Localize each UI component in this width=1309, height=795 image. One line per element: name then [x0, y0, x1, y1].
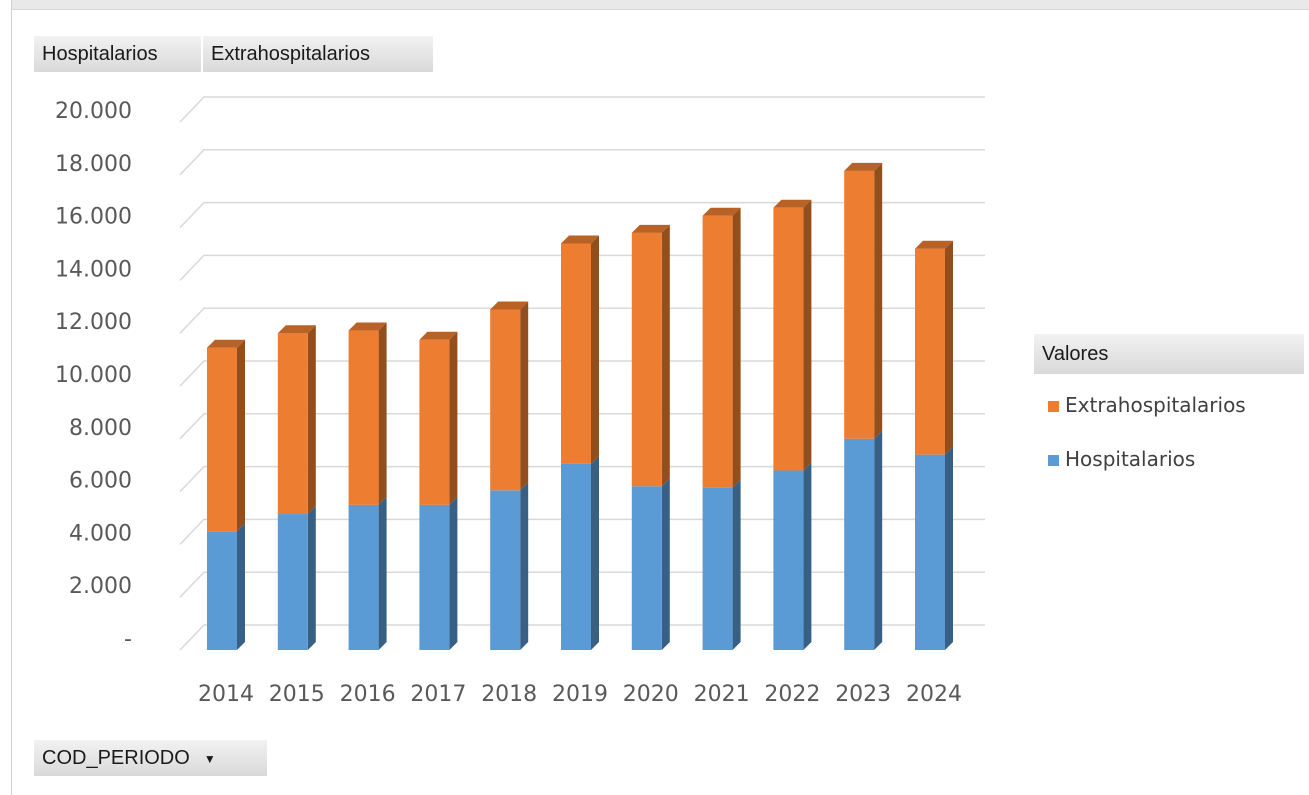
legend-swatch-hospitalarios	[1048, 455, 1059, 466]
legend-label-hospitalarios: Hospitalarios	[1065, 447, 1196, 471]
bar-side-hospitalarios	[449, 496, 458, 650]
bar-extrahospitalarios	[207, 347, 237, 532]
bar-hospitalarios	[915, 454, 945, 650]
bar-hospitalarios	[490, 490, 521, 650]
bar-side-hospitalarios	[803, 462, 812, 650]
legend-label-extrahospitalarios: Extrahospitalarios	[1065, 393, 1246, 417]
x-tick-label: 2024	[906, 682, 962, 707]
bar-extrahospitalarios	[419, 339, 450, 505]
bar-top-extrahospitalarios	[561, 235, 599, 244]
gridline	[179, 149, 985, 176]
x-tick-label: 2023	[835, 682, 891, 707]
x-tick-label: 2018	[481, 682, 537, 707]
field-button-cod-periodo[interactable]: COD_PERIODO ▼	[34, 740, 267, 776]
bar-side-extrahospitalarios	[378, 322, 387, 505]
x-tick-label: 2021	[694, 682, 750, 707]
bar-side-extrahospitalarios	[237, 339, 245, 532]
bar-side-extrahospitalarios	[803, 199, 812, 471]
window-top-border	[0, 0, 1309, 10]
bar-side-hospitalarios	[591, 455, 599, 650]
bar-side-extrahospitalarios	[449, 331, 458, 505]
legend-item-extrahospitalarios: Extrahospitalarios	[1048, 392, 1246, 418]
bar-top-extrahospitalarios	[277, 325, 316, 334]
x-tick-label: 2015	[269, 682, 325, 707]
bar-top-extrahospitalarios	[348, 322, 387, 331]
bar-side-extrahospitalarios	[945, 240, 953, 455]
y-tick-label: 8.000	[69, 416, 132, 441]
bar-side-hospitalarios	[378, 496, 387, 650]
gridline	[179, 96, 985, 123]
chevron-down-icon[interactable]: ▼	[203, 751, 216, 766]
y-tick-label: 14.000	[55, 257, 132, 282]
bar-extrahospitalarios	[348, 330, 379, 505]
y-tick-label: 2.000	[69, 574, 132, 599]
bar-extrahospitalarios	[631, 232, 662, 487]
bar-extrahospitalarios	[773, 207, 804, 471]
bar-hospitalarios	[561, 463, 591, 650]
x-tick-label: 2020	[623, 682, 679, 707]
x-tick-label: 2014	[198, 682, 254, 707]
y-tick-label: 10.000	[55, 363, 132, 388]
y-tick-label: 6.000	[69, 469, 132, 494]
bar-side-extrahospitalarios	[732, 207, 741, 488]
bar-side-extrahospitalarios	[591, 235, 599, 464]
bar-hospitalarios	[702, 487, 733, 650]
bar-hospitalarios	[773, 470, 804, 650]
bar-hospitalarios	[277, 514, 308, 650]
bar-extrahospitalarios	[915, 248, 945, 455]
bar-top-extrahospitalarios	[631, 224, 670, 233]
field-button-hospitalarios[interactable]: Hospitalarios	[34, 36, 201, 72]
legend-title[interactable]: Valores	[1034, 334, 1304, 374]
bar-side-hospitalarios	[237, 523, 245, 650]
y-tick-label: 16.000	[55, 205, 132, 230]
gridline	[179, 201, 985, 229]
bar-hospitalarios	[348, 504, 379, 650]
x-tick-label: 2022	[764, 682, 820, 707]
bar-top-extrahospitalarios	[419, 331, 458, 340]
bar-extrahospitalarios	[277, 333, 308, 515]
bar-side-hospitalarios	[732, 479, 741, 650]
bar-side-hospitalarios	[945, 446, 953, 650]
bar-hospitalarios	[631, 486, 662, 650]
legend-swatch-extrahospitalarios	[1048, 401, 1059, 412]
bar-extrahospitalarios	[490, 309, 521, 491]
x-tick-label: 2019	[552, 682, 608, 707]
bar-side-hospitalarios	[307, 506, 316, 650]
legend-item-hospitalarios: Hospitalarios	[1048, 446, 1195, 472]
bar-side-extrahospitalarios	[520, 301, 529, 491]
bar-top-extrahospitalarios	[490, 301, 529, 310]
bar-extrahospitalarios	[844, 170, 875, 439]
bar-side-extrahospitalarios	[874, 162, 883, 439]
bar-side-hospitalarios	[520, 482, 529, 650]
field-button-extrahospitalarios[interactable]: Extrahospitalarios	[203, 36, 433, 72]
bar-extrahospitalarios	[561, 243, 591, 464]
y-tick-label: 20.000	[55, 99, 132, 124]
bar-top-extrahospitalarios	[702, 207, 741, 216]
bar-side-extrahospitalarios	[307, 325, 316, 515]
y-tick-label: -	[124, 627, 132, 652]
bar-top-extrahospitalarios	[844, 162, 883, 171]
window-left-border	[0, 0, 12, 795]
y-tick-label: 4.000	[69, 521, 132, 546]
bar-hospitalarios	[419, 504, 450, 650]
bar-side-hospitalarios	[661, 478, 670, 650]
x-tick-label: 2016	[340, 682, 396, 707]
bar-hospitalarios	[844, 438, 875, 650]
bar-top-extrahospitalarios	[773, 199, 812, 208]
y-tick-label: 12.000	[55, 310, 132, 335]
bar-hospitalarios	[207, 531, 237, 650]
bar-side-hospitalarios	[874, 430, 883, 650]
x-tick-label: 2017	[410, 682, 466, 707]
bar-extrahospitalarios	[702, 215, 733, 488]
field-button-period-label: COD_PERIODO	[42, 747, 190, 769]
bar-top-extrahospitalarios	[915, 240, 953, 249]
bar-top-extrahospitalarios	[207, 339, 245, 348]
bar-side-extrahospitalarios	[661, 224, 670, 487]
y-tick-label: 18.000	[55, 152, 132, 177]
